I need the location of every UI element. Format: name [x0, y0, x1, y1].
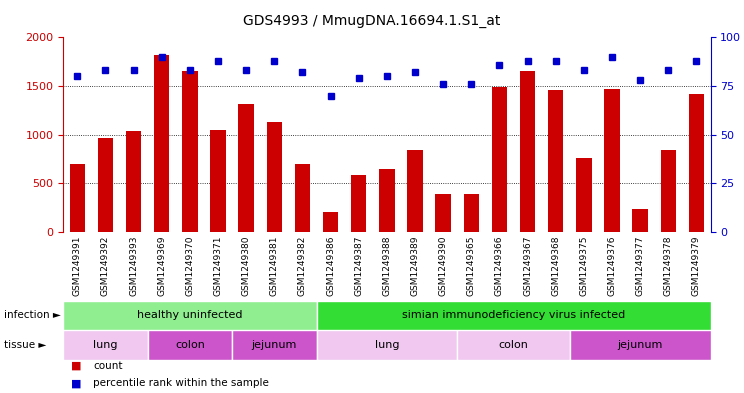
Bar: [458, 330, 570, 360]
Text: GSM1249378: GSM1249378: [664, 235, 673, 296]
Bar: [689, 94, 704, 232]
Bar: [295, 164, 310, 232]
Bar: [97, 138, 113, 232]
Text: ■: ■: [71, 361, 81, 371]
Text: GSM1249386: GSM1249386: [326, 235, 335, 296]
Bar: [570, 330, 711, 360]
Text: GSM1249376: GSM1249376: [608, 235, 617, 296]
Text: GSM1249367: GSM1249367: [523, 235, 532, 296]
Bar: [63, 330, 147, 360]
Text: simian immunodeficiency virus infected: simian immunodeficiency virus infected: [402, 310, 625, 320]
Text: GSM1249369: GSM1249369: [157, 235, 166, 296]
Text: colon: colon: [175, 340, 205, 350]
Text: lung: lung: [93, 340, 118, 350]
Text: healthy uninfected: healthy uninfected: [137, 310, 243, 320]
Bar: [182, 72, 198, 232]
Bar: [351, 175, 367, 232]
Bar: [464, 194, 479, 232]
Text: GSM1249365: GSM1249365: [466, 235, 476, 296]
Text: ■: ■: [71, 378, 81, 388]
Bar: [154, 55, 170, 232]
Bar: [632, 209, 648, 232]
Bar: [492, 87, 507, 232]
Bar: [147, 330, 232, 360]
Bar: [126, 131, 141, 232]
Bar: [379, 169, 394, 232]
Text: percentile rank within the sample: percentile rank within the sample: [93, 378, 269, 388]
Text: GSM1249377: GSM1249377: [635, 235, 644, 296]
Text: GSM1249381: GSM1249381: [270, 235, 279, 296]
Text: GSM1249391: GSM1249391: [73, 235, 82, 296]
Text: GDS4993 / MmugDNA.16694.1.S1_at: GDS4993 / MmugDNA.16694.1.S1_at: [243, 13, 501, 28]
Bar: [548, 90, 563, 232]
Bar: [232, 330, 316, 360]
Bar: [435, 194, 451, 232]
Text: GSM1249389: GSM1249389: [411, 235, 420, 296]
Text: GSM1249382: GSM1249382: [298, 235, 307, 296]
Text: jejunum: jejunum: [618, 340, 663, 350]
Text: GSM1249375: GSM1249375: [580, 235, 589, 296]
Text: GSM1249387: GSM1249387: [354, 235, 363, 296]
Bar: [520, 72, 536, 232]
Bar: [661, 150, 676, 232]
Text: GSM1249390: GSM1249390: [439, 235, 448, 296]
Text: GSM1249388: GSM1249388: [382, 235, 391, 296]
Text: tissue ►: tissue ►: [4, 340, 46, 350]
Text: count: count: [93, 361, 123, 371]
Bar: [576, 158, 591, 232]
Text: infection ►: infection ►: [4, 310, 60, 320]
Text: GSM1249370: GSM1249370: [185, 235, 194, 296]
Text: GSM1249393: GSM1249393: [129, 235, 138, 296]
Bar: [316, 301, 711, 330]
Text: GSM1249380: GSM1249380: [242, 235, 251, 296]
Bar: [70, 164, 85, 232]
Text: GSM1249366: GSM1249366: [495, 235, 504, 296]
Text: lung: lung: [375, 340, 399, 350]
Text: GSM1249371: GSM1249371: [214, 235, 222, 296]
Bar: [323, 212, 339, 232]
Bar: [266, 122, 282, 232]
Bar: [211, 130, 225, 232]
Text: GSM1249368: GSM1249368: [551, 235, 560, 296]
Bar: [604, 89, 620, 232]
Text: colon: colon: [498, 340, 528, 350]
Text: GSM1249392: GSM1249392: [101, 235, 110, 296]
Bar: [238, 105, 254, 232]
Bar: [316, 330, 458, 360]
Bar: [63, 301, 316, 330]
Text: jejunum: jejunum: [251, 340, 297, 350]
Bar: [407, 150, 423, 232]
Text: GSM1249379: GSM1249379: [692, 235, 701, 296]
